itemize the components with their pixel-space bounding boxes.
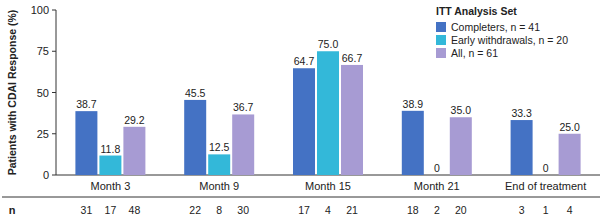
bar [184,100,206,175]
y-tick [52,175,56,176]
n-value: 22 [189,204,201,216]
n-value: 20 [455,204,467,216]
bar [75,111,97,175]
y-tick [52,51,56,52]
data-label: 25.0 [559,121,580,133]
n-value: 4 [567,204,573,216]
n-value: 30 [237,204,249,216]
n-value: 18 [407,204,419,216]
data-label: 38.7 [76,98,97,110]
legend: ITT Analysis Set Completers, n = 41Early … [436,5,568,59]
bar [426,175,448,176]
bar [123,127,145,175]
bar [341,65,363,175]
y-tick-label: 0 [43,169,49,181]
bar [402,111,424,175]
n-value: 3 [519,204,525,216]
chart-container: 0255075100Patients with CDAI Response (%… [0,0,605,220]
data-label: 45.5 [185,87,206,99]
y-tick [52,92,56,93]
y-tick-label: 75 [37,45,49,57]
data-label: 29.2 [124,114,145,126]
y-tick-label: 100 [31,4,49,16]
legend-label: Early withdrawals, n = 20 [451,34,568,46]
bar [293,68,315,175]
bar [232,114,254,175]
legend-swatch [436,35,446,45]
bar [450,117,472,175]
data-label: 0 [543,162,549,174]
n-value: 4 [325,204,331,216]
x-tick-label: Month 21 [414,180,460,192]
n-value: 1 [543,204,549,216]
n-value: 17 [105,204,117,216]
data-label: 12.5 [209,141,230,153]
legend-swatch [436,22,446,32]
n-value: 31 [81,204,93,216]
bar [535,175,557,176]
n-value: 48 [129,204,141,216]
y-axis-title: Patients with CDAI Response (%) [6,10,18,176]
data-label: 0 [434,162,440,174]
chart-svg: 0255075100Patients with CDAI Response (%… [0,0,605,220]
x-tick-label: End of treatment [505,180,586,192]
x-tick-label: Month 3 [91,180,131,192]
y-tick [52,133,56,134]
bar [317,51,339,175]
bar [511,120,533,175]
data-label: 33.3 [511,107,532,119]
n-value: 8 [216,204,222,216]
n-value: 21 [346,204,358,216]
x-tick-label: Month 15 [305,180,351,192]
bars [75,51,580,175]
data-label: 11.8 [101,143,121,155]
bar [208,154,230,175]
data-labels: 38.7 45.5 64.7 38.9 33.3 11.8 12.5 75.0 0 0 29.2 36… [76,38,580,174]
legend-label: Completers, n = 41 [451,21,540,33]
data-label: 64.7 [294,55,315,67]
bar [99,156,121,175]
data-label: 36.7 [233,101,254,113]
y-tick [52,10,56,11]
data-label: 66.7 [342,52,363,64]
bar [559,134,581,175]
legend-title: ITT Analysis Set [436,5,517,17]
n-row-separator [2,197,600,198]
y-tick-label: 25 [37,128,49,140]
data-label: 35.0 [451,104,472,116]
n-row-label: n [9,204,16,216]
n-value: 17 [298,204,310,216]
y-tick-label: 50 [37,87,49,99]
data-label: 75.0 [318,38,339,50]
x-tick-label: Month 9 [199,180,239,192]
data-label: 38.9 [403,98,424,110]
legend-label: All, n = 61 [451,47,498,59]
n-value: 2 [434,204,440,216]
legend-swatch [436,48,446,58]
